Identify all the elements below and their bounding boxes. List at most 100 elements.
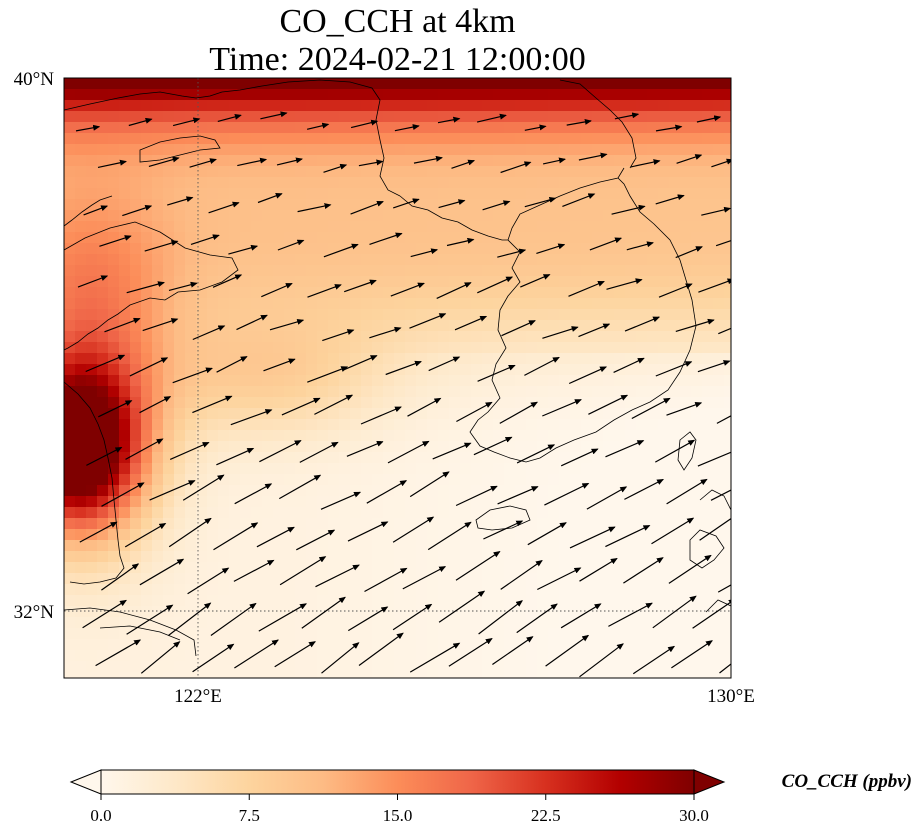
wind-arrow [451,159,476,169]
wind-arrow [578,152,608,161]
wind-arrow [350,200,384,215]
wind-arrow [257,192,283,204]
wind-arrow [717,584,731,593]
wind-arrow [676,154,703,164]
wind-arrow [666,401,703,416]
wind-arrow [542,326,579,339]
wind-arrow [524,196,557,208]
wind-arrow [182,474,225,501]
wind-arrow [562,193,596,207]
wind-arrow [668,554,712,584]
wind-arrow [473,436,513,456]
wind-arrow [497,486,539,505]
wind-arrow [360,406,402,425]
wind-arrow [281,397,321,416]
wind-arrow [217,113,242,122]
wind-arrow [476,113,507,123]
colorbar-gradient [101,770,694,794]
wind-arrow [666,478,708,505]
wind-arrow [655,194,685,205]
wind-arrow [101,563,140,591]
wind-arrow [350,119,379,129]
wind-arrow [95,639,142,667]
wind-arrow [455,485,498,507]
wind-arrow [409,471,450,498]
wind-arrow [537,567,582,591]
wind-arrow [212,274,243,288]
wind-arrow [407,397,442,417]
wind-arrow [347,521,389,542]
colorbar-tick-label: 7.5 [239,806,260,825]
wind-arrow [139,558,185,586]
wind-arrow [258,603,307,632]
wind-arrow [692,598,731,629]
wind-arrow [192,325,226,341]
lat-label-32n: 32°N [14,602,55,623]
wind-arrow [542,399,582,417]
wind-arrow [366,480,408,504]
wind-arrow [658,283,693,298]
wind-arrow [129,357,169,377]
wind-arrow [655,124,683,132]
wind-arrow [276,157,303,166]
wind-arrow [477,276,514,294]
colorbar-tick-label: 0.0 [90,806,111,825]
wind-arrow [390,282,425,297]
wind-arrow [527,522,567,546]
wind-arrow [393,198,420,209]
wind-arrow [279,556,327,586]
wind-arrow [579,643,624,678]
wind-arrow [655,361,693,377]
wind-arrow [321,642,360,674]
wind-arrow [97,159,127,168]
coastlines [64,79,731,657]
wind-arrow [632,645,676,675]
wind-arrow [675,246,703,259]
colorbar: 0.0 7.5 15.0 22.5 30.0 CO_CCH (ppbv) [69,769,912,825]
wind-arrow [82,599,127,629]
wind-arrow [168,281,198,291]
wind-arrow [364,567,408,593]
wind-arrow [274,641,316,668]
wind-arrow [630,159,661,168]
wind-arrow [190,234,220,245]
wind-arrow [208,201,240,214]
wind-arrow [144,240,179,252]
wind-arrow [718,327,731,335]
wind-arrow [216,447,255,466]
wind-arrow [323,163,348,173]
wind-arrow [140,641,181,674]
wind-arrow [499,401,538,424]
wind-arrow [236,314,268,331]
wind-arrow [233,559,275,582]
wind-arrow [631,397,671,420]
wind-arrow [213,522,259,551]
wind-arrow [626,241,654,251]
colorbar-title: CO_CCH (ppbv) [782,771,912,792]
colorbar-ticks: 0.0 7.5 15.0 22.5 30.0 [90,794,709,825]
wind-arrow [172,367,213,384]
wind-arrow [410,248,439,258]
wind-arrow [320,491,362,510]
wind-arrow [307,284,342,298]
wind-arrow [477,364,516,382]
wind-arrow [719,663,731,674]
wind-arrow [492,636,534,665]
wind-arrow [500,161,532,174]
colorbar-extend-max [693,769,726,795]
wind-arrow [586,486,628,510]
wind-arrow [566,118,592,126]
wind-arrow [104,317,141,333]
wind-arrow [237,157,268,167]
wind-arrow [589,237,623,251]
wind-arrow [101,482,145,507]
wind-arrow [524,356,560,376]
wind-arrow [455,551,501,581]
lat-label-40n: 40°N [14,69,55,90]
wind-arrow [716,415,731,424]
wind-arrow [85,354,126,373]
wind-arrow [167,602,212,637]
wind-arrow [611,204,646,215]
wind-arrow [168,517,212,548]
wind-arrow [516,603,558,634]
